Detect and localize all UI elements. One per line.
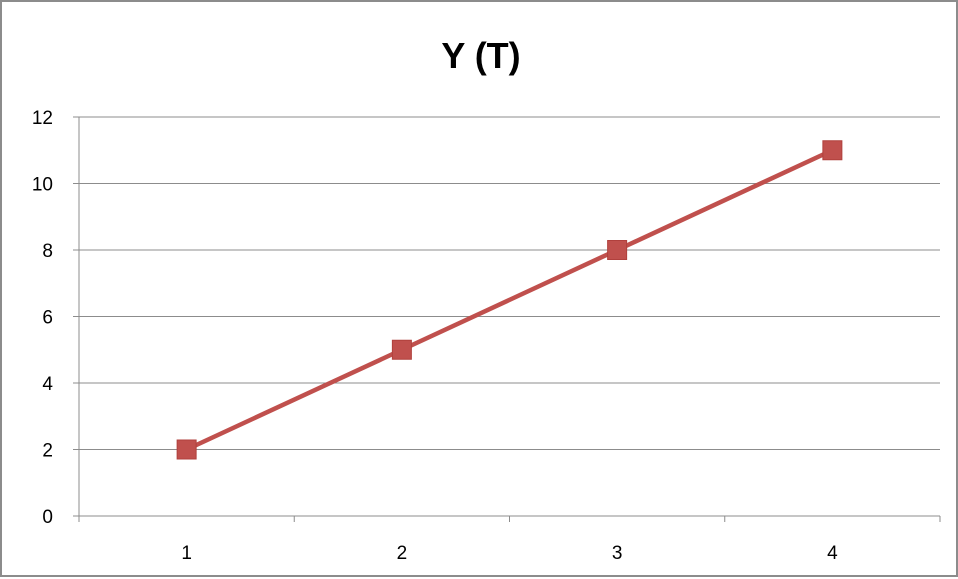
y-tick-label: 4: [42, 374, 53, 395]
chart-title: Y (T): [441, 35, 521, 76]
data-point-marker: [176, 439, 197, 460]
axes: [73, 116, 941, 522]
y-tick-label: 10: [32, 175, 53, 196]
series-layer: [176, 140, 843, 460]
y-tick-labels: 0 2 4 6 8 10 12: [32, 108, 54, 528]
series-line: [184, 148, 835, 452]
data-point-marker: [607, 240, 628, 260]
x-tick-label: 3: [612, 543, 623, 564]
y-tick-label: 8: [42, 241, 53, 262]
x-tick-label: 4: [827, 543, 838, 564]
y-tick-label: 2: [42, 441, 53, 462]
data-point-marker: [391, 339, 412, 360]
y-tick-label: 0: [42, 507, 53, 528]
y-tick-label: 6: [42, 308, 53, 329]
gridlines: [79, 116, 940, 450]
y-tick-label: 12: [32, 108, 53, 129]
x-tick-labels: 1 2 3 4: [181, 543, 838, 564]
x-tick-label: 1: [181, 543, 192, 564]
x-tick-label: 2: [397, 543, 408, 564]
data-point-marker: [822, 140, 843, 161]
